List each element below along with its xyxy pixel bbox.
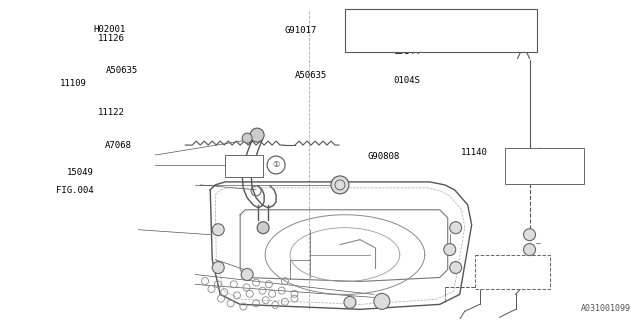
Bar xyxy=(345,9,536,52)
Text: H02001: H02001 xyxy=(93,25,125,34)
Circle shape xyxy=(212,261,224,274)
Text: 15144: 15144 xyxy=(394,47,420,56)
Text: 11140: 11140 xyxy=(461,148,488,156)
Circle shape xyxy=(444,244,456,256)
Text: 11126: 11126 xyxy=(99,35,125,44)
Text: 15049: 15049 xyxy=(67,168,93,177)
Circle shape xyxy=(524,244,536,256)
Text: FIG.004: FIG.004 xyxy=(56,186,93,195)
Circle shape xyxy=(242,133,252,143)
Circle shape xyxy=(331,176,349,194)
Text: G90808: G90808 xyxy=(368,152,400,161)
Circle shape xyxy=(257,222,269,234)
Bar xyxy=(225,155,263,177)
Circle shape xyxy=(344,296,356,308)
Circle shape xyxy=(524,229,536,241)
Text: G91708(<'06MY->): G91708(<'06MY->) xyxy=(383,37,463,46)
Text: 0104S: 0104S xyxy=(394,76,420,85)
Text: G91017: G91017 xyxy=(285,27,317,36)
Circle shape xyxy=(450,222,461,234)
Circle shape xyxy=(250,128,264,142)
Text: A031001099: A031001099 xyxy=(581,304,631,313)
Bar xyxy=(475,255,550,289)
Text: ①: ① xyxy=(273,160,280,170)
Text: 11122: 11122 xyxy=(99,108,125,117)
Text: 11109: 11109 xyxy=(60,79,87,88)
Text: A50635: A50635 xyxy=(106,66,138,75)
Text: ①: ① xyxy=(358,26,366,36)
Text: G91707(<-'05MY>): G91707(<-'05MY>) xyxy=(383,15,463,24)
Circle shape xyxy=(241,268,253,280)
Text: A50635: A50635 xyxy=(294,71,326,80)
Circle shape xyxy=(212,224,224,236)
Bar xyxy=(504,148,584,184)
Circle shape xyxy=(450,261,461,274)
Text: A7068: A7068 xyxy=(105,141,132,150)
Circle shape xyxy=(374,293,390,309)
